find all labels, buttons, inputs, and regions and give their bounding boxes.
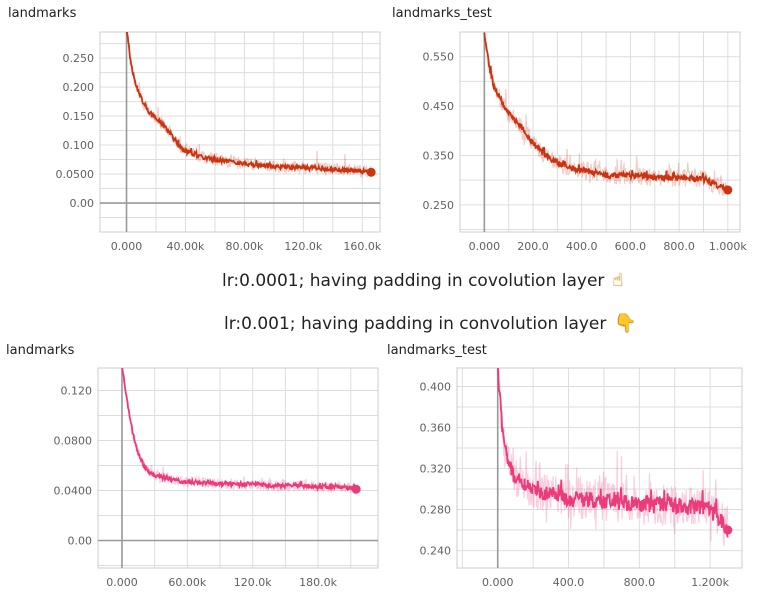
grid (456, 367, 743, 569)
series-group (121, 368, 358, 495)
series-line (483, 32, 729, 193)
y-tick-label: 0.280 (420, 504, 452, 517)
chart-title: landmarks_test (387, 343, 487, 358)
grid (459, 31, 741, 233)
x-tick-label: 800.0 (624, 576, 656, 589)
y-tick-label: 0.360 (420, 421, 452, 434)
grid (97, 367, 379, 569)
y-tick-label: 0.200 (63, 81, 95, 94)
chart-title: landmarks (8, 6, 77, 21)
y-tick-label: 0.250 (423, 199, 455, 212)
series-end-point (723, 185, 733, 195)
caption-top-text: lr:0.0001; having padding in covolution … (222, 270, 605, 291)
y-tick-label: 0.320 (420, 463, 452, 476)
y-tick-label: 0.550 (423, 51, 455, 64)
x-tick-label: 0.000 (469, 240, 501, 253)
series-line (121, 368, 358, 492)
x-tick-label: 120.0k (284, 240, 322, 253)
y-tick-label: 0.100 (63, 139, 95, 152)
series-group (496, 368, 729, 547)
chart-landmarks-top: 0.000 40.00k 80.00k 120.0k 160.0k 0.00 0.0500 0… (56, 31, 382, 253)
hand-pointing-down-icon: 👇 (614, 313, 637, 334)
y-tick-label: 0.0800 (54, 435, 93, 448)
y-tick-label: 0.250 (63, 52, 95, 65)
caption-bottom-text: lr:0.001; having padding in convolution … (224, 313, 607, 334)
x-tick-label: 80.00k (225, 240, 263, 253)
x-tick-label: 400.0 (553, 576, 585, 589)
y-tick-label: 0.400 (420, 380, 452, 393)
y-tick-label: 0.00 (70, 197, 95, 210)
x-tick-label: 120.0k (234, 576, 272, 589)
y-tick-label: 0.0400 (54, 485, 93, 498)
caption-bottom: lr:0.001; having padding in convolution … (224, 313, 637, 334)
x-tick-label: 40.00k (167, 240, 205, 253)
x-tick-label: 180.0k (299, 576, 337, 589)
y-tick-label: 0.0500 (56, 168, 95, 181)
chart-landmarks-test-top: 0.000 200.0 400.0 600.0 800.0 1.000k 0.250 0.35… (423, 31, 747, 253)
chart-landmarks-bottom: 0.000 60.00k 120.0k 180.0k 0.00 0.0400 0.0800 0… (54, 367, 379, 589)
x-tick-label: 60.00k (168, 576, 206, 589)
series-end-point (351, 484, 361, 494)
y-tick-label: 0.150 (63, 110, 95, 123)
series-group (125, 32, 373, 179)
x-tick-label: 0.000 (111, 240, 143, 253)
x-tick-label: 0.000 (482, 576, 514, 589)
series-raw-line (125, 32, 372, 179)
x-tick-label: 800.0 (663, 240, 695, 253)
y-tick-label: 0.120 (61, 385, 93, 398)
hand-pointing-up-icon: ☝ (612, 270, 624, 291)
caption-top: lr:0.0001; having padding in covolution … (222, 270, 623, 291)
chart-title: landmarks (6, 343, 75, 358)
x-tick-label: 0.000 (106, 576, 138, 589)
x-tick-label: 1.000k (709, 240, 747, 253)
y-tick-label: 0.350 (423, 149, 455, 162)
chart-title: landmarks_test (392, 6, 492, 21)
series-line (496, 368, 729, 538)
series-end-point (366, 167, 376, 177)
chart-landmarks-test-bottom: 0.000 400.0 800.0 1.200k 0.240 0.280 0.320 0.36… (420, 367, 743, 589)
x-tick-label: 160.0k (343, 240, 381, 253)
x-tick-label: 1.200k (691, 576, 729, 589)
series-end-point (723, 525, 733, 535)
y-tick-label: 0.00 (68, 535, 93, 548)
x-tick-label: 400.0 (566, 240, 598, 253)
x-tick-label: 600.0 (615, 240, 647, 253)
grid (99, 31, 381, 233)
series-raw-line (497, 368, 729, 547)
y-tick-label: 0.240 (420, 545, 452, 558)
x-tick-label: 200.0 (517, 240, 549, 253)
y-tick-label: 0.450 (423, 100, 455, 113)
series-line (126, 32, 373, 176)
series-group (483, 32, 729, 196)
